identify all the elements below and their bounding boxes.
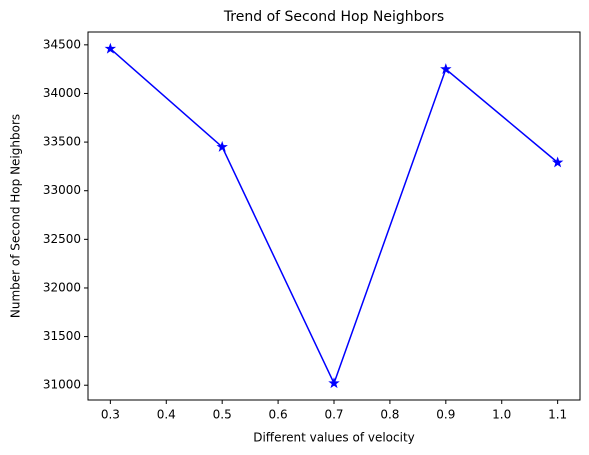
marker xyxy=(328,377,340,389)
marker xyxy=(104,42,117,54)
x-tick-label: 0.5 xyxy=(213,408,232,422)
y-tick-label: 31500 xyxy=(43,329,81,343)
y-tick-label: 33000 xyxy=(43,183,81,197)
y-axis-label: Number of Second Hop Neighbors xyxy=(9,114,23,318)
line xyxy=(109,48,559,386)
x-tick-label: 0.8 xyxy=(380,408,399,422)
x-tick-label: 0.4 xyxy=(157,408,176,422)
y-tick-label: 34500 xyxy=(43,37,81,51)
x-tick-label: 0.3 xyxy=(101,408,120,422)
x-tick-label: 0.9 xyxy=(436,408,455,422)
x-tick-label: 1.1 xyxy=(548,408,567,422)
marker xyxy=(216,140,228,152)
marker xyxy=(440,63,452,75)
chart-title: Trend of Second Hop Neighbors xyxy=(223,9,444,25)
plot-frame xyxy=(87,31,581,401)
x-axis-label: Different values of velocity xyxy=(253,431,415,445)
y-tick-label: 34000 xyxy=(43,86,81,100)
y-tick-label: 32500 xyxy=(43,232,81,246)
y-tick-label: 32000 xyxy=(43,280,81,294)
y-tick-label: 33500 xyxy=(43,135,81,149)
x-tick-label: 0.7 xyxy=(324,408,343,422)
x-tick-label: 0.6 xyxy=(269,408,288,422)
x-tick-label: 1.0 xyxy=(492,408,511,422)
marker xyxy=(551,156,564,168)
y-tick-label: 31000 xyxy=(43,378,81,392)
